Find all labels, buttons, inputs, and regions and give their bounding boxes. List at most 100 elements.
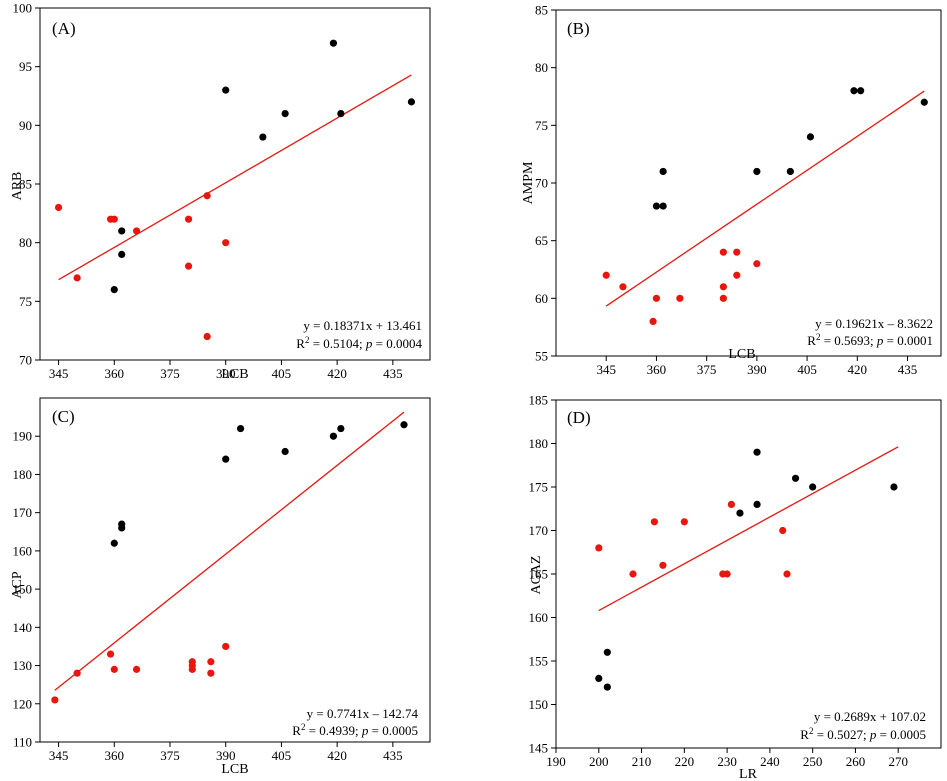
y-tick-label: 190 <box>13 429 33 444</box>
data-point-red <box>753 260 761 268</box>
y-tick-label: 85 <box>19 177 32 192</box>
regression-line <box>598 446 899 612</box>
data-point-black <box>595 674 603 683</box>
data-point-black <box>110 286 118 294</box>
data-point-red <box>733 248 741 256</box>
plot-frame <box>555 399 942 749</box>
regression-line <box>605 90 925 307</box>
x-tick-label: 375 <box>697 362 717 377</box>
data-point-red <box>207 669 215 677</box>
data-point-black <box>850 87 858 95</box>
data-point-black <box>652 202 661 210</box>
panel-label-b: (B) <box>567 19 590 38</box>
y-tick-label: 90 <box>19 118 32 133</box>
regression-line <box>58 74 412 281</box>
data-point-red <box>222 642 230 651</box>
x-tick-label: 420 <box>327 748 347 763</box>
data-point-black <box>791 474 800 482</box>
panel-label-a: (A) <box>52 19 76 38</box>
y-tick-label: 145 <box>529 741 549 756</box>
panel-c: (C) y = 0.7741x – 142.74 R2 = 0.4939; p … <box>10 397 431 777</box>
data-point-black <box>329 39 338 47</box>
y-tick-label: 150 <box>529 697 549 712</box>
data-point-black <box>857 87 865 95</box>
y-tick-label: 75 <box>19 294 32 309</box>
y-tick-label: 120 <box>13 696 33 711</box>
x-tick-label: 435 <box>383 366 403 381</box>
data-point-red <box>629 570 637 578</box>
x-tick-label: 345 <box>596 362 616 377</box>
panel-b: (B) y = 0.19621x – 8.3622 R2 = 0.5693; p… <box>521 3 942 377</box>
data-point-red <box>719 248 727 256</box>
data-point-red <box>54 203 63 212</box>
x-tick-label: 360 <box>105 748 125 763</box>
equation-b: y = 0.19621x – 8.3622 <box>815 316 933 331</box>
x-tick-label: 190 <box>546 754 566 769</box>
y-tick-label: 85 <box>535 3 548 18</box>
y-tick-label: 70 <box>19 353 32 368</box>
data-point-red <box>649 317 657 325</box>
data-point-black <box>281 447 289 456</box>
data-point-black <box>806 133 815 141</box>
x-tick-label: 220 <box>675 754 695 769</box>
data-point-red <box>184 262 193 270</box>
x-tick-label: 375 <box>160 748 180 763</box>
data-point-black <box>603 648 611 656</box>
data-point-red <box>207 658 215 666</box>
data-point-black <box>890 483 898 491</box>
x-axis-label-c: LCB <box>221 762 248 777</box>
y-tick-label: 75 <box>535 118 548 133</box>
data-point-red <box>719 283 727 291</box>
stats-b: R2 = 0.5693; p = 0.0001 <box>807 332 933 348</box>
x-axis-label-d: LR <box>739 767 758 781</box>
data-point-red <box>203 332 211 341</box>
data-point-red <box>73 274 81 282</box>
stats-d: R2 = 0.5027; p = 0.0005 <box>800 726 926 742</box>
data-point-red <box>203 192 211 200</box>
y-tick-label: 175 <box>529 480 549 495</box>
data-point-black <box>920 98 928 106</box>
data-point-black <box>659 202 667 210</box>
y-tick-label: 165 <box>529 567 549 582</box>
equation-d: y = 0.2689x + 107.02 <box>814 709 926 724</box>
data-point-red <box>723 570 731 578</box>
data-point-red <box>110 665 118 673</box>
y-tick-label: 110 <box>13 735 32 750</box>
panel-d: (D) y = 0.2689x + 107.02 R2 = 0.5027; p … <box>529 393 942 781</box>
data-point-black <box>118 520 126 528</box>
data-point-black <box>222 86 230 94</box>
data-point-red <box>132 665 141 673</box>
data-point-red <box>652 294 661 302</box>
x-tick-label: 200 <box>589 754 609 769</box>
y-tick-label: 65 <box>535 233 548 248</box>
data-point-red <box>680 518 688 526</box>
x-tick-label: 405 <box>797 362 817 377</box>
y-tick-label: 140 <box>13 620 33 635</box>
x-tick-label: 360 <box>105 366 125 381</box>
data-point-black <box>753 167 761 176</box>
data-point-black <box>603 683 611 691</box>
y-tick-label: 95 <box>19 59 32 74</box>
panel-label-d: (D) <box>567 408 591 427</box>
plot-frame <box>39 7 431 361</box>
y-tick-label: 60 <box>535 291 548 306</box>
y-tick-label: 180 <box>13 467 33 482</box>
stats-c: R2 = 0.4939; p = 0.0005 <box>292 722 418 738</box>
data-point-black <box>400 421 408 429</box>
x-tick-label: 270 <box>888 754 908 769</box>
data-point-black <box>337 424 345 433</box>
y-tick-label: 185 <box>529 393 549 408</box>
x-axis-label-b: LCB <box>728 347 755 362</box>
plot-frame <box>555 9 942 357</box>
y-tick-label: 170 <box>529 523 549 538</box>
y-tick-label: 70 <box>535 176 548 191</box>
data-point-red <box>602 271 610 279</box>
data-point-black <box>118 227 126 235</box>
y-tick-label: 170 <box>13 505 33 520</box>
x-tick-label: 420 <box>327 366 347 381</box>
y-axis-label-a: ARB <box>10 172 25 201</box>
panel-label-c: (C) <box>52 407 75 426</box>
y-axis-label-b: AMPM <box>521 161 536 204</box>
data-point-red <box>595 544 603 552</box>
data-point-red <box>51 696 59 704</box>
